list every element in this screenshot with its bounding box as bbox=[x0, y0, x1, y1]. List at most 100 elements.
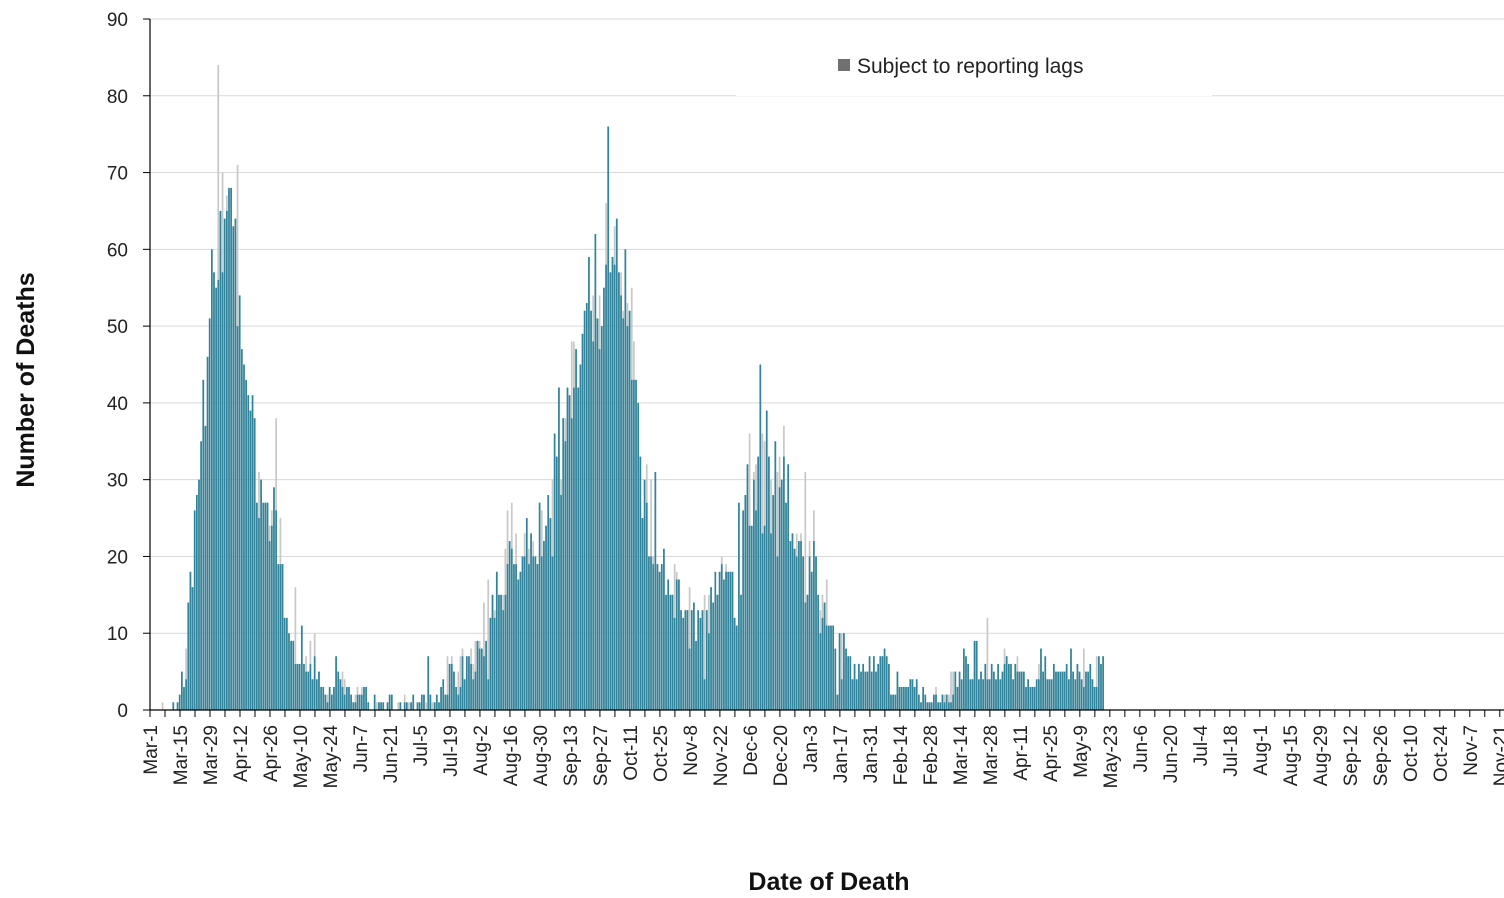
bar bbox=[326, 702, 329, 710]
x-tick-label: Mar-15 bbox=[171, 725, 192, 785]
bar bbox=[1070, 648, 1072, 710]
x-tick-label: Mar-29 bbox=[201, 725, 222, 785]
bar bbox=[176, 702, 179, 710]
x-tick-label: Sep-26 bbox=[1371, 725, 1392, 786]
y-tick-label: 60 bbox=[107, 240, 128, 261]
bar bbox=[648, 556, 650, 710]
bar bbox=[213, 272, 215, 710]
bar bbox=[1005, 656, 1008, 710]
bar bbox=[654, 471, 657, 710]
bar bbox=[493, 617, 496, 710]
bar bbox=[247, 395, 250, 710]
bar bbox=[911, 679, 914, 710]
bar bbox=[695, 640, 697, 710]
bar bbox=[206, 356, 209, 710]
bar-lag bbox=[446, 656, 449, 710]
bar-lag bbox=[1095, 656, 1098, 710]
bar bbox=[198, 479, 200, 710]
x-tick-label: Jun-20 bbox=[1161, 725, 1182, 783]
bar bbox=[504, 594, 507, 710]
bar bbox=[1029, 686, 1032, 710]
bar bbox=[230, 187, 232, 710]
bar bbox=[596, 318, 599, 710]
x-tick-label: Apr-26 bbox=[261, 725, 282, 782]
bar bbox=[975, 640, 978, 710]
bar bbox=[765, 410, 768, 710]
bar bbox=[971, 679, 974, 710]
bar bbox=[399, 702, 402, 710]
bar bbox=[849, 656, 852, 710]
bar bbox=[380, 702, 382, 710]
bar bbox=[703, 679, 706, 710]
bar bbox=[885, 656, 888, 710]
x-tick-label: Nov-22 bbox=[711, 725, 732, 786]
bar bbox=[403, 702, 406, 710]
x-tick-label: Oct-11 bbox=[621, 725, 642, 781]
legend-label: Subject to reporting lags bbox=[857, 55, 1083, 78]
bar bbox=[328, 686, 331, 710]
bar bbox=[875, 671, 877, 710]
bar bbox=[828, 625, 830, 710]
bar bbox=[547, 495, 550, 710]
bar bbox=[988, 679, 991, 710]
bar-lag bbox=[161, 702, 164, 710]
bar bbox=[969, 679, 972, 710]
bar bbox=[705, 610, 708, 710]
y-tick-label: 70 bbox=[107, 164, 128, 185]
bar bbox=[973, 640, 976, 710]
bar bbox=[641, 518, 644, 710]
bar bbox=[558, 387, 560, 710]
bar bbox=[1052, 663, 1055, 710]
bar bbox=[620, 295, 622, 710]
bar bbox=[720, 564, 723, 710]
bar bbox=[783, 456, 785, 710]
bar bbox=[339, 679, 342, 710]
bar bbox=[1059, 671, 1062, 710]
bar bbox=[622, 318, 625, 710]
x-tick-labels: Mar-1 Mar-15 Mar-29 Apr-12 Apr-26 May-10 May-2… bbox=[141, 725, 1504, 789]
x-tick-label: Dec-20 bbox=[771, 725, 792, 786]
bar bbox=[358, 694, 361, 710]
bar bbox=[690, 610, 693, 710]
bar bbox=[309, 663, 312, 710]
bar bbox=[354, 702, 357, 710]
bar bbox=[345, 686, 348, 710]
bar bbox=[281, 564, 284, 710]
bar bbox=[864, 671, 867, 710]
bar bbox=[530, 533, 532, 710]
y-tick-label: 0 bbox=[117, 701, 128, 722]
bar bbox=[682, 617, 685, 710]
grid-lines bbox=[150, 18, 1504, 634]
x-tick-label: Aug-29 bbox=[1311, 725, 1332, 786]
bar bbox=[262, 502, 265, 710]
bar bbox=[318, 671, 320, 710]
bar bbox=[348, 686, 350, 710]
bar bbox=[847, 656, 850, 710]
bar bbox=[1003, 663, 1006, 710]
bar bbox=[506, 564, 509, 710]
bar bbox=[258, 518, 260, 710]
bar bbox=[356, 694, 359, 710]
bar bbox=[598, 349, 601, 710]
bar bbox=[388, 694, 391, 710]
bar bbox=[536, 564, 539, 710]
bar bbox=[382, 702, 385, 710]
bar bbox=[716, 594, 719, 710]
bar bbox=[1046, 679, 1049, 710]
bar bbox=[363, 686, 365, 710]
bar bbox=[686, 610, 689, 710]
bar bbox=[639, 456, 642, 710]
bar bbox=[740, 594, 742, 710]
bar bbox=[950, 702, 952, 710]
bar bbox=[879, 656, 882, 710]
bar bbox=[185, 679, 187, 710]
bar bbox=[605, 264, 607, 710]
bar bbox=[335, 656, 337, 710]
bar bbox=[815, 556, 817, 710]
y-tick-label: 90 bbox=[107, 10, 128, 31]
bar bbox=[483, 656, 485, 710]
bar bbox=[585, 303, 588, 710]
legend-swatch bbox=[838, 59, 850, 71]
bar bbox=[628, 310, 631, 710]
